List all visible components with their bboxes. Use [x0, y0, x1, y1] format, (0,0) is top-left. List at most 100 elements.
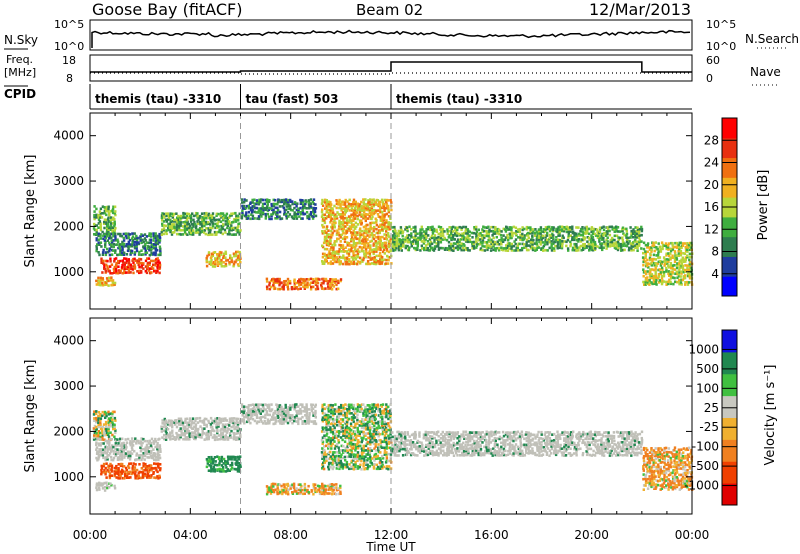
- echo-cell: [671, 276, 675, 279]
- echo-cell: [370, 231, 374, 235]
- echo-cell: [238, 212, 241, 216]
- echo-cell: [375, 245, 378, 249]
- echo-cell: [158, 239, 162, 242]
- echo-cell: [437, 248, 441, 251]
- echo-cell: [540, 230, 543, 233]
- echo-cell: [270, 484, 273, 488]
- echo-cell: [383, 233, 386, 236]
- echo-cell: [274, 422, 277, 425]
- echo-cell: [179, 214, 183, 218]
- echo-cell: [506, 246, 509, 250]
- echo-cell: [579, 244, 582, 248]
- echo-cell: [164, 218, 168, 222]
- echo-cell: [344, 205, 348, 208]
- echo-cell: [600, 246, 603, 249]
- echo-cell: [160, 216, 164, 220]
- echo-cell: [314, 403, 317, 407]
- echo-cell: [188, 230, 191, 234]
- echo-cell: [288, 419, 292, 423]
- echo-cell: [154, 232, 157, 235]
- echo-cell: [148, 476, 151, 479]
- nave-tick-high: 60: [706, 54, 720, 67]
- echo-cell: [344, 260, 347, 263]
- echo-cell: [203, 417, 207, 421]
- echo-cell: [125, 446, 128, 449]
- echo-cell: [333, 254, 336, 258]
- echo-cell: [221, 425, 225, 428]
- echo-cell: [536, 246, 539, 249]
- echo-cell: [307, 278, 310, 281]
- echo-cell: [133, 232, 136, 235]
- echo-cell: [539, 243, 542, 246]
- echo-cell: [276, 208, 280, 212]
- echo-cell: [271, 415, 274, 419]
- echo-cell: [395, 246, 398, 250]
- echo-cell: [359, 256, 362, 260]
- echo-cell: [327, 254, 331, 258]
- echo-cell: [241, 418, 244, 421]
- echo-cell: [346, 227, 350, 231]
- echo-cell: [304, 414, 307, 417]
- echo-cell: [165, 421, 168, 424]
- echo-cell: [423, 248, 426, 252]
- echo-cell: [362, 198, 365, 201]
- echo-cell: [112, 452, 116, 455]
- echo-cell: [437, 242, 440, 245]
- echo-cell: [160, 430, 163, 433]
- echo-cell: [550, 234, 553, 237]
- echo-cell: [322, 281, 325, 285]
- echo-cell: [421, 234, 424, 238]
- echo-cell: [460, 244, 463, 248]
- echo-cell: [260, 215, 263, 218]
- echo-cell: [219, 429, 222, 432]
- echo-cell: [325, 434, 328, 437]
- echo-cell: [110, 468, 113, 472]
- echo-cell: [508, 232, 511, 236]
- echo-cell: [371, 250, 374, 254]
- echo-cell: [254, 408, 257, 411]
- echo-cell: [686, 268, 689, 272]
- echo-cell: [211, 224, 215, 228]
- echo-cell: [147, 466, 151, 470]
- echo-cell: [101, 436, 104, 439]
- echo-cell: [471, 244, 474, 248]
- echo-cell: [99, 417, 103, 420]
- echo-cell: [188, 226, 191, 230]
- echo-cell: [223, 265, 226, 268]
- echo-cell: [680, 258, 683, 262]
- echo-cell: [587, 236, 591, 240]
- echo-cell: [402, 245, 405, 248]
- echo-cell: [154, 248, 157, 252]
- echo-cell: [426, 242, 430, 246]
- echo-cell: [321, 260, 324, 263]
- echo-cell: [472, 240, 475, 244]
- echo-cell: [314, 486, 317, 490]
- echo-cell: [475, 244, 479, 247]
- echo-cell: [498, 243, 501, 246]
- echo-cell: [135, 243, 139, 246]
- echo-cell: [213, 421, 216, 425]
- echo-cell: [335, 410, 338, 413]
- echo-cell: [280, 408, 284, 411]
- echo-cell: [681, 264, 684, 268]
- echo-cell: [251, 412, 254, 415]
- echo-cell: [323, 412, 326, 415]
- echo-cell: [132, 265, 135, 268]
- echo-cell: [558, 234, 561, 237]
- echo-cell: [203, 229, 207, 232]
- echo-cell: [292, 484, 296, 488]
- echo-cell: [245, 415, 248, 419]
- echo-cell: [332, 248, 335, 251]
- echo-cell: [546, 249, 549, 252]
- echo-cell: [109, 419, 112, 423]
- echo-cell: [119, 269, 122, 273]
- echo-cell: [375, 219, 378, 222]
- echo-cell: [325, 258, 328, 262]
- echo-cell: [328, 280, 331, 283]
- echo-cell: [362, 202, 365, 206]
- colorbar-swatch: [722, 236, 737, 257]
- echo-cell: [397, 232, 400, 235]
- echo-cell: [140, 233, 143, 236]
- echo-cell: [485, 245, 489, 248]
- echo-cell: [101, 410, 104, 414]
